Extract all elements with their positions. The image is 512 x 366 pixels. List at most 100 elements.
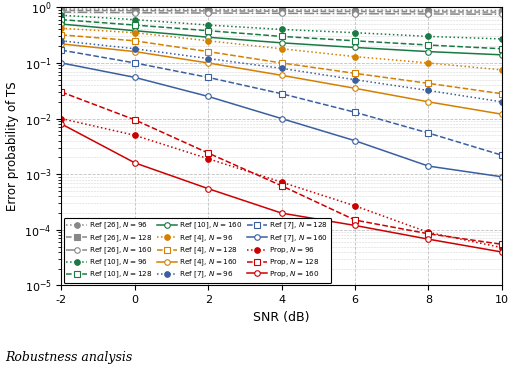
Prop, $N = 96$ [279, 180, 285, 184]
Prop, $N = 96$ [499, 245, 505, 250]
Ref [10], $N = 160$ [132, 29, 138, 33]
Ref [7], $N = 96$ [499, 100, 505, 104]
X-axis label: SNR (dB): SNR (dB) [253, 311, 310, 324]
Ref [10], $N = 96$ [425, 34, 432, 38]
Ref [4], $N = 160$ [205, 61, 211, 65]
Ref [7], $N = 128$ [205, 75, 211, 79]
Ref [7], $N = 128$ [132, 61, 138, 65]
Ref [10], $N = 160$ [499, 53, 505, 57]
Ref [26], $N = 96$ [132, 7, 138, 12]
Ref [7], $N = 160$ [279, 116, 285, 121]
Ref [26], $N = 128$ [499, 10, 505, 14]
Ref [7], $N = 96$ [352, 78, 358, 82]
Ref [26], $N = 128$ [205, 9, 211, 13]
Prop, $N = 128$ [499, 242, 505, 246]
Line: Ref [7], $N = 96$: Ref [7], $N = 96$ [59, 38, 504, 105]
Ref [10], $N = 160$ [279, 41, 285, 45]
Ref [4], $N = 96$ [352, 55, 358, 59]
Ref [4], $N = 160$ [58, 42, 65, 46]
Ref [26], $N = 96$ [499, 8, 505, 12]
Ref [4], $N = 96$ [205, 39, 211, 43]
Ref [10], $N = 160$ [425, 49, 432, 54]
Ref [4], $N = 96$ [499, 68, 505, 72]
Ref [10], $N = 128$ [279, 34, 285, 38]
Ref [26], $N = 96$ [352, 8, 358, 12]
Ref [7], $N = 160$ [205, 94, 211, 99]
Ref [26], $N = 128$ [58, 8, 65, 12]
Ref [26], $N = 128$ [279, 9, 285, 14]
Ref [26], $N = 160$ [132, 11, 138, 15]
Line: Ref [10], $N = 128$: Ref [10], $N = 128$ [59, 17, 504, 52]
Ref [7], $N = 128$ [352, 110, 358, 115]
Ref [4], $N = 96$ [58, 26, 65, 30]
Ref [7], $N = 96$ [58, 39, 65, 43]
Ref [4], $N = 128$ [132, 39, 138, 43]
Ref [10], $N = 160$ [58, 22, 65, 26]
Ref [26], $N = 128$ [352, 10, 358, 14]
Ref [10], $N = 128$ [425, 43, 432, 47]
Ref [10], $N = 96$ [352, 30, 358, 35]
Prop, $N = 160$ [499, 250, 505, 254]
Ref [26], $N = 96$ [205, 7, 211, 12]
Line: Ref [7], $N = 160$: Ref [7], $N = 160$ [59, 60, 504, 180]
Ref [7], $N = 128$ [425, 131, 432, 135]
Line: Prop, $N = 160$: Prop, $N = 160$ [59, 121, 504, 255]
Ref [10], $N = 96$ [279, 27, 285, 31]
Prop, $N = 96$ [352, 203, 358, 208]
Line: Ref [4], $N = 160$: Ref [4], $N = 160$ [59, 41, 504, 117]
Line: Ref [10], $N = 160$: Ref [10], $N = 160$ [59, 21, 504, 57]
Legend: Ref [26], $N = 96$, Ref [26], $N = 128$, Ref [26], $N = 160$, Ref [10], $N = 96$: Ref [26], $N = 96$, Ref [26], $N = 128$,… [63, 218, 331, 283]
Ref [26], $N = 96$ [58, 7, 65, 11]
Ref [7], $N = 96$ [279, 66, 285, 71]
Ref [7], $N = 128$ [499, 153, 505, 157]
Ref [26], $N = 160$ [499, 12, 505, 16]
Ref [10], $N = 128$ [352, 39, 358, 43]
Ref [4], $N = 128$ [205, 49, 211, 54]
Prop, $N = 96$ [425, 230, 432, 235]
Ref [4], $N = 128$ [58, 33, 65, 37]
Prop, $N = 96$ [205, 157, 211, 161]
Prop, $N = 160$ [58, 122, 65, 126]
Ref [7], $N = 128$ [58, 48, 65, 52]
Prop, $N = 128$ [205, 151, 211, 155]
Y-axis label: Error probability of TS: Error probability of TS [6, 82, 19, 211]
Prop, $N = 128$ [132, 117, 138, 122]
Line: Prop, $N = 128$: Prop, $N = 128$ [59, 89, 504, 247]
Line: Ref [7], $N = 128$: Ref [7], $N = 128$ [59, 47, 504, 158]
Ref [4], $N = 160$ [499, 112, 505, 116]
Ref [10], $N = 96$ [499, 37, 505, 41]
Ref [10], $N = 160$ [205, 35, 211, 40]
Line: Ref [26], $N = 128$: Ref [26], $N = 128$ [59, 8, 504, 15]
Line: Ref [26], $N = 160$: Ref [26], $N = 160$ [59, 10, 504, 17]
Prop, $N = 128$ [58, 90, 65, 94]
Line: Prop, $N = 96$: Prop, $N = 96$ [59, 116, 504, 250]
Prop, $N = 160$ [279, 211, 285, 215]
Prop, $N = 96$ [58, 116, 65, 121]
Ref [7], $N = 160$ [352, 138, 358, 143]
Prop, $N = 128$ [279, 184, 285, 188]
Ref [10], $N = 128$ [205, 29, 211, 33]
Ref [26], $N = 160$ [279, 11, 285, 15]
Ref [10], $N = 128$ [499, 46, 505, 51]
Prop, $N = 128$ [352, 218, 358, 222]
Ref [7], $N = 160$ [58, 61, 65, 65]
Ref [26], $N = 96$ [279, 8, 285, 12]
Ref [10], $N = 96$ [205, 23, 211, 27]
Ref [4], $N = 128$ [425, 81, 432, 86]
Prop, $N = 160$ [352, 223, 358, 228]
Ref [4], $N = 160$ [132, 49, 138, 54]
Ref [4], $N = 160$ [279, 73, 285, 78]
Ref [10], $N = 96$ [58, 13, 65, 18]
Line: Ref [26], $N = 96$: Ref [26], $N = 96$ [59, 6, 504, 13]
Ref [10], $N = 128$ [58, 18, 65, 22]
Ref [4], $N = 160$ [352, 86, 358, 90]
Line: Ref [4], $N = 128$: Ref [4], $N = 128$ [59, 32, 504, 97]
Ref [7], $N = 96$ [205, 56, 211, 61]
Ref [4], $N = 128$ [352, 71, 358, 75]
Ref [10], $N = 96$ [132, 18, 138, 22]
Ref [4], $N = 160$ [425, 100, 432, 104]
Prop, $N = 160$ [132, 161, 138, 165]
Ref [7], $N = 96$ [132, 46, 138, 51]
Ref [7], $N = 160$ [499, 175, 505, 179]
Ref [4], $N = 96$ [425, 61, 432, 65]
